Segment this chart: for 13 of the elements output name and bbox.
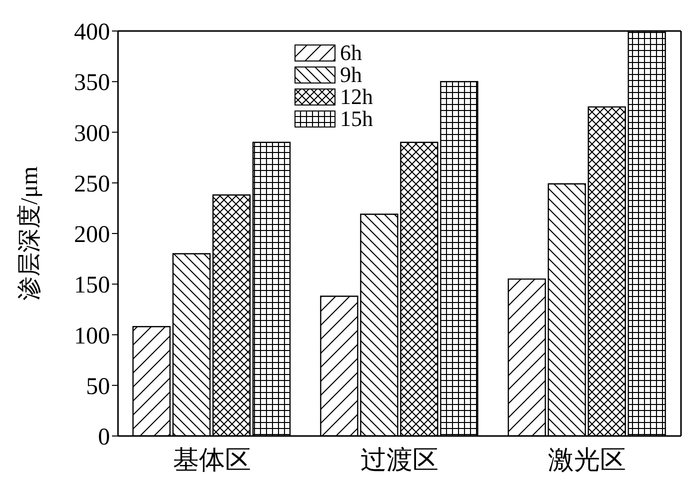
y-tick-label: 300	[74, 120, 110, 147]
y-tick-label: 400	[74, 20, 110, 46]
y-tick-label: 100	[74, 323, 110, 350]
y-tick-label: 0	[98, 424, 110, 451]
x-tick-label: 过渡区	[360, 445, 438, 474]
y-axis-title: 渗层深度/μm	[16, 166, 43, 301]
y-tick-label: 50	[86, 374, 110, 400]
x-tick-label: 激光区	[548, 445, 626, 474]
y-tick-label: 250	[74, 171, 110, 198]
y-tick-label: 150	[74, 272, 110, 299]
x-tick-label: 基体区	[172, 445, 251, 474]
y-tick-label: 200	[74, 222, 110, 248]
y-tick-label: 350	[74, 70, 110, 96]
